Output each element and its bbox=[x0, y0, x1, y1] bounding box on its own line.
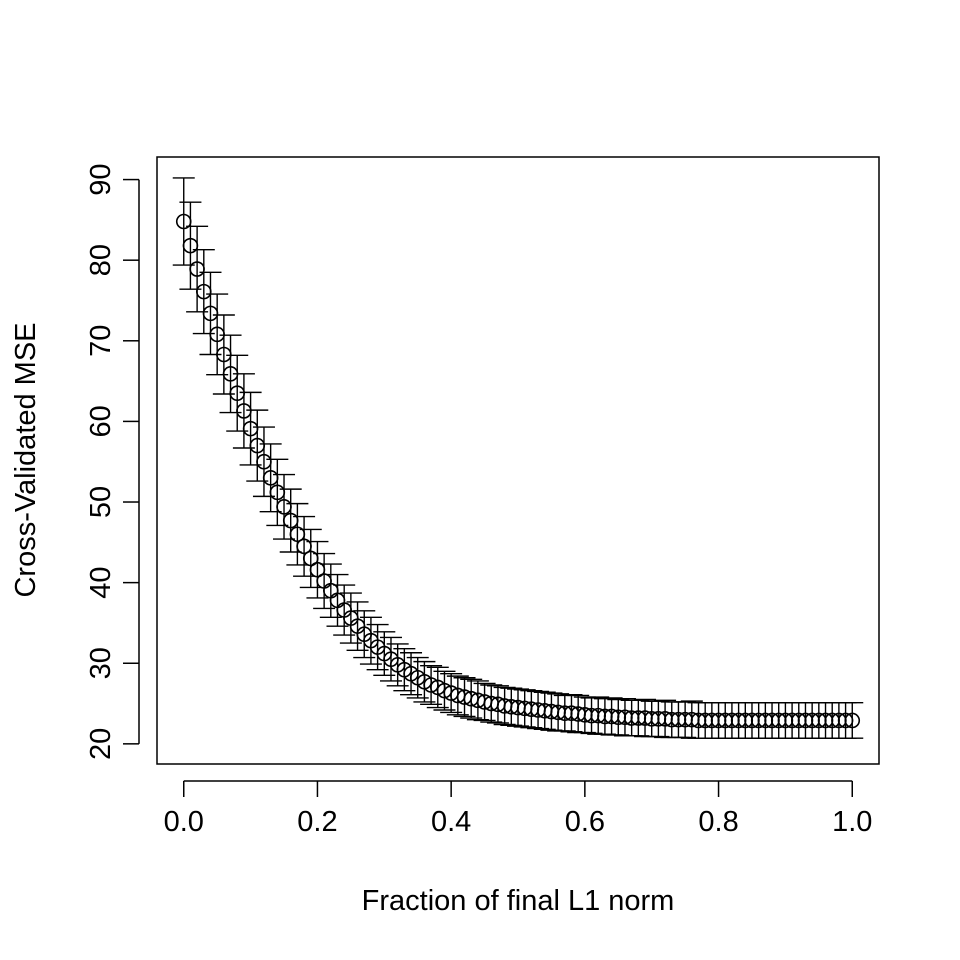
data-point bbox=[182, 237, 199, 254]
plot-frame bbox=[156, 156, 880, 765]
data-point bbox=[236, 403, 252, 419]
y-tick-label: 60 bbox=[85, 405, 117, 437]
data-point bbox=[276, 499, 292, 515]
data-point bbox=[269, 484, 286, 501]
x-tick-label: 0.8 bbox=[698, 806, 738, 838]
data-point bbox=[189, 261, 205, 277]
data-point bbox=[249, 437, 266, 454]
data-point bbox=[256, 453, 272, 470]
y-tick-label: 40 bbox=[85, 566, 117, 598]
data-point bbox=[282, 512, 299, 529]
data-point bbox=[216, 346, 232, 363]
x-axis-label: Fraction of final L1 norm bbox=[362, 885, 675, 917]
data-point bbox=[296, 538, 312, 555]
data-marks bbox=[172, 177, 864, 739]
x-tick-label: 0.4 bbox=[431, 806, 471, 838]
data-point bbox=[175, 213, 192, 230]
y-tick-label: 20 bbox=[85, 728, 117, 760]
data-point bbox=[242, 420, 259, 437]
x-tick-label: 1.0 bbox=[832, 806, 872, 838]
data-point bbox=[302, 550, 319, 567]
data-point bbox=[309, 561, 326, 578]
data-point bbox=[229, 385, 246, 401]
data-point bbox=[195, 283, 212, 300]
data-point bbox=[837, 712, 854, 729]
y-tick-label: 80 bbox=[85, 244, 117, 276]
data-point bbox=[262, 470, 279, 486]
data-point bbox=[202, 305, 219, 322]
y-tick-label: 50 bbox=[85, 486, 117, 518]
x-tick-label: 0.6 bbox=[565, 806, 605, 838]
data-point bbox=[222, 366, 239, 382]
y-axis: 20 30 40 50 60 70 80 90 bbox=[85, 163, 140, 760]
y-axis-label: Cross-Validated MSE bbox=[10, 322, 42, 597]
data-point bbox=[423, 677, 439, 693]
y-tick-label: 70 bbox=[85, 325, 117, 357]
y-tick-label: 30 bbox=[85, 647, 117, 679]
x-tick-label: 0.2 bbox=[297, 806, 337, 838]
y-tick-label: 90 bbox=[85, 163, 117, 195]
x-axis: 0.0 0.2 0.4 0.6 0.8 1.0 bbox=[164, 780, 872, 838]
data-point bbox=[209, 326, 225, 343]
data-point bbox=[844, 712, 861, 729]
data-point bbox=[289, 526, 306, 543]
data-point bbox=[436, 682, 453, 699]
x-tick-label: 0.0 bbox=[164, 806, 204, 838]
